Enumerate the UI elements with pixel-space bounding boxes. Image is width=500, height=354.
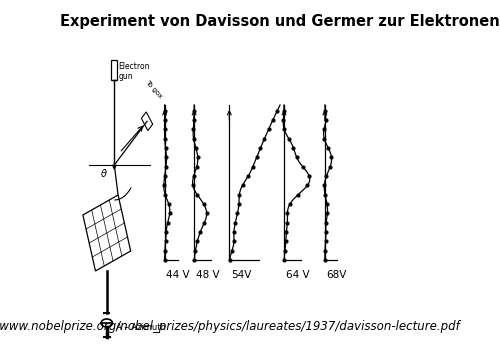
Text: 44 V: 44 V (166, 270, 190, 280)
Text: Experiment von Davisson und Germer zur Elektronenbeugung: Experiment von Davisson und Germer zur E… (60, 14, 500, 29)
Text: 48 V: 48 V (196, 270, 220, 280)
Text: Electron
gun: Electron gun (118, 62, 150, 81)
Text: 68V: 68V (326, 270, 347, 280)
Text: 64 V: 64 V (286, 270, 310, 280)
Bar (111, 60, 117, 80)
Text: 54V: 54V (231, 270, 252, 280)
Text: http://www.nobelprize.org/nobel_prizes/physics/laureates/1937/davisson-lecture.p: http://www.nobelprize.org/nobel_prizes/p… (0, 320, 460, 333)
Text: θ: θ (100, 169, 106, 179)
Text: A – Azimuth: A – Azimuth (116, 324, 166, 332)
Text: To gox: To gox (144, 79, 163, 99)
